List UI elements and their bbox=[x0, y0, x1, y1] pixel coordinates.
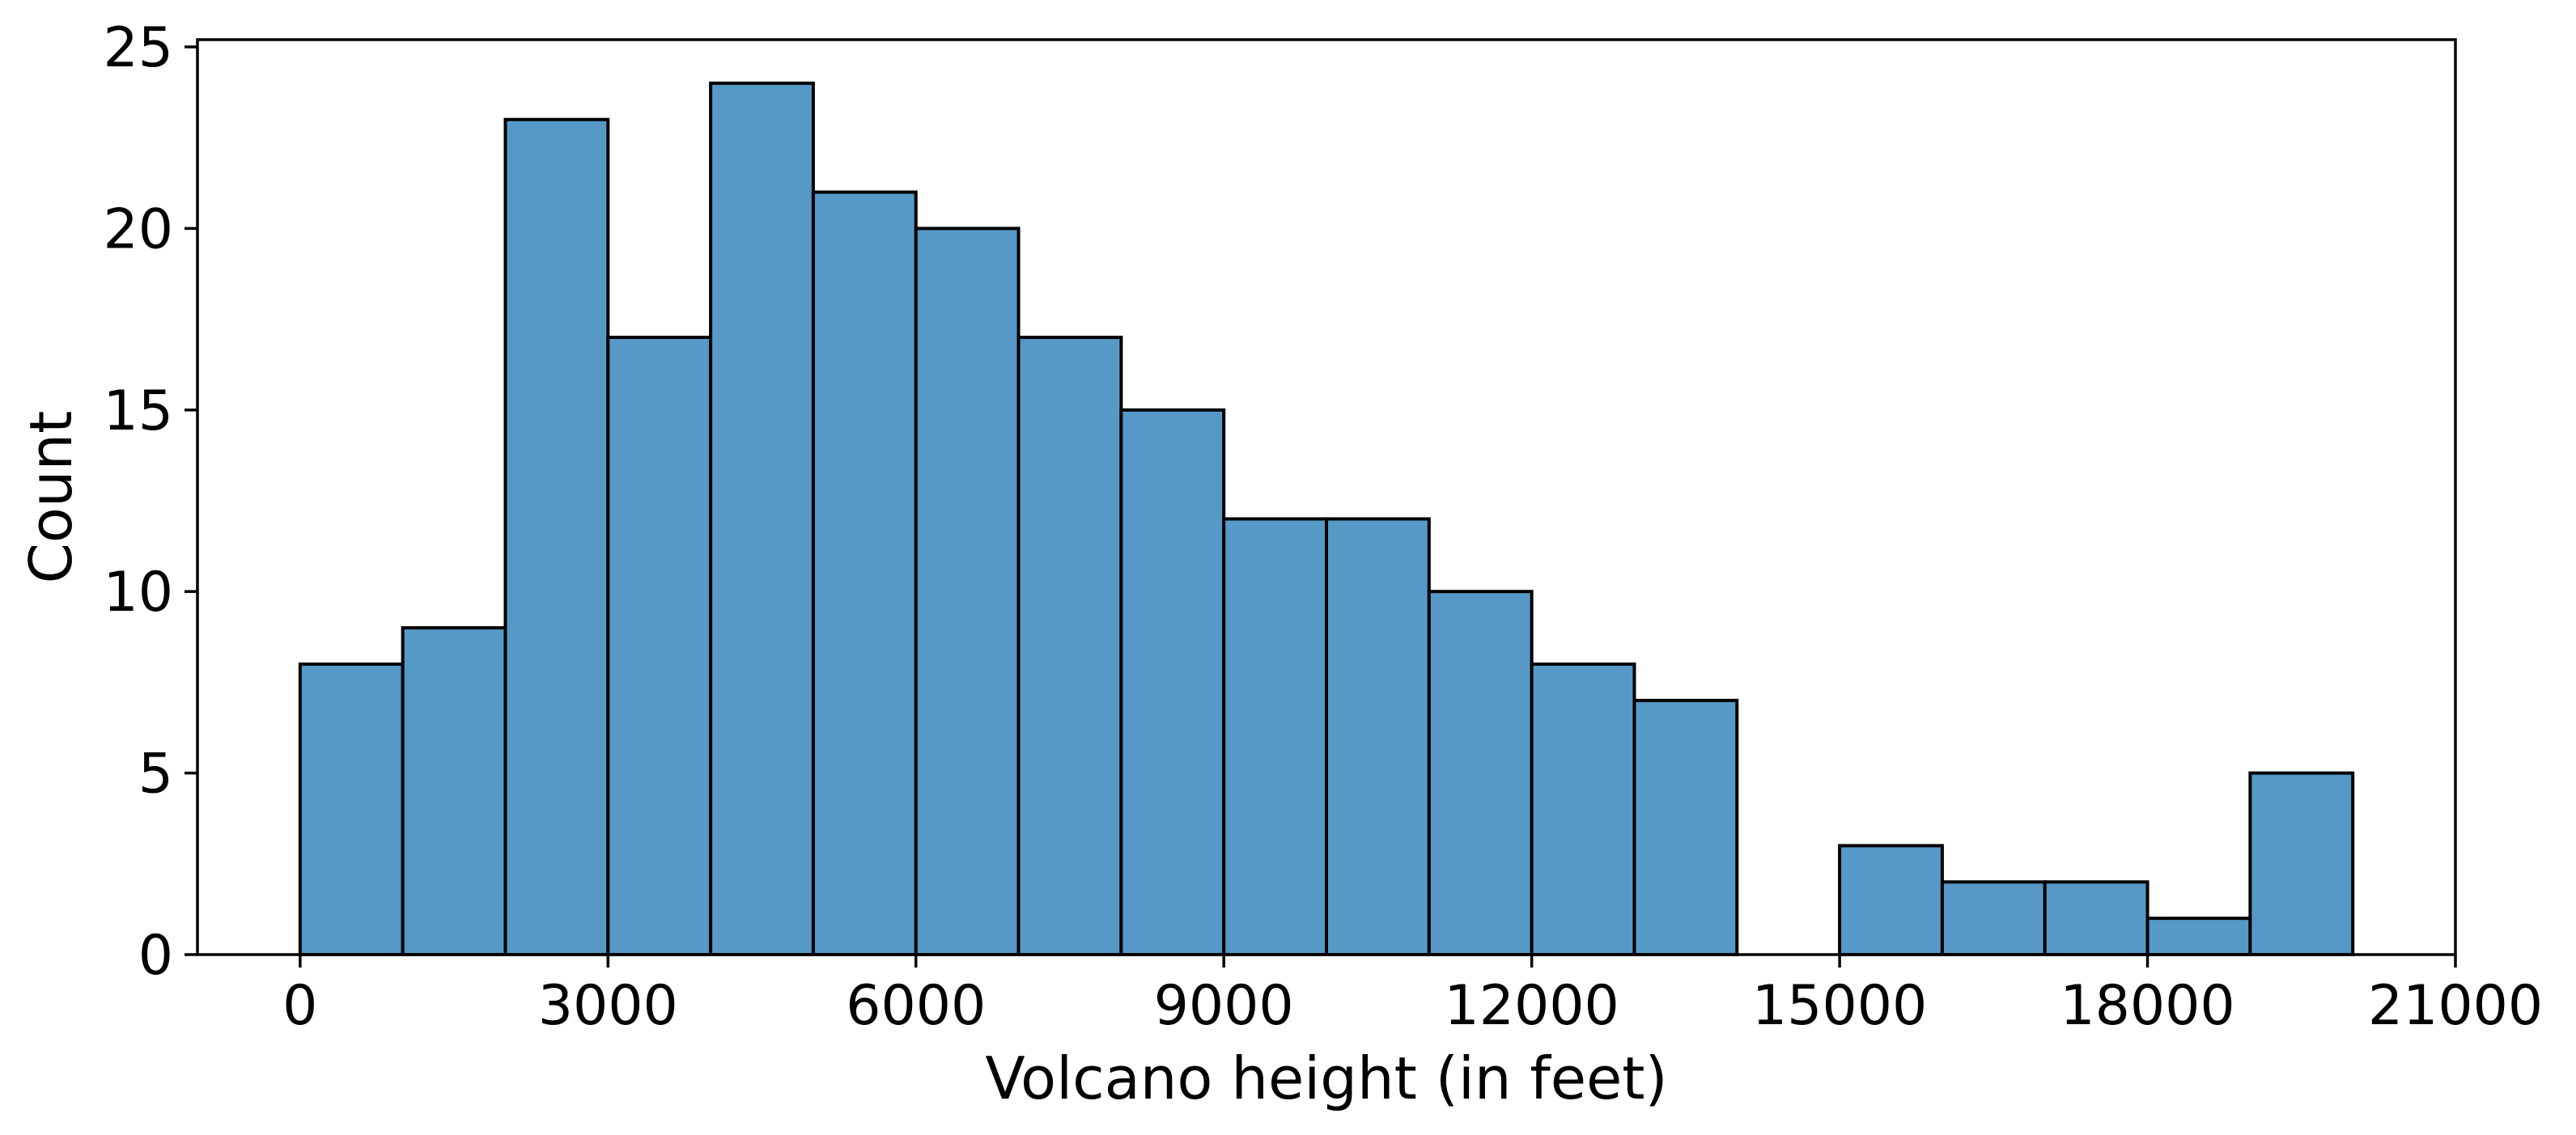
y-tick-label: 5 bbox=[138, 743, 173, 807]
plot-frame bbox=[196, 38, 2457, 956]
x-axis-title: Volcano height (in feet) bbox=[985, 1044, 1667, 1112]
histogram-bar bbox=[298, 662, 405, 956]
histogram-bar bbox=[1222, 517, 1328, 956]
x-tick-label: 21000 bbox=[2368, 974, 2543, 1038]
y-tick-label: 10 bbox=[103, 561, 173, 625]
histogram-bar bbox=[401, 626, 507, 956]
x-tick-label: 3000 bbox=[538, 974, 678, 1038]
histogram-bar bbox=[914, 227, 1021, 956]
x-tick-label: 9000 bbox=[1154, 974, 1294, 1038]
histogram-bar bbox=[2145, 917, 2252, 956]
x-axis: 0 3000 6000 9000 12000 15000 18000 21000 bbox=[282, 955, 2543, 1038]
y-axis: 0 5 10 15 20 25 bbox=[103, 16, 197, 988]
y-tick-label: 0 bbox=[138, 924, 173, 988]
histogram-bar bbox=[1427, 590, 1534, 956]
x-tick-label: 0 bbox=[282, 974, 317, 1038]
histogram-bar bbox=[1016, 336, 1123, 956]
x-tick-label: 18000 bbox=[2060, 974, 2234, 1038]
y-axis-title: Count bbox=[17, 411, 85, 584]
histogram-bar bbox=[1838, 844, 1944, 957]
histogram-bar bbox=[1632, 698, 1739, 956]
y-tick-label: 15 bbox=[103, 379, 173, 443]
histogram-bar bbox=[2248, 771, 2355, 956]
histogram-bar bbox=[2043, 880, 2149, 956]
histogram-bar bbox=[1325, 517, 1431, 956]
x-tick-label: 12000 bbox=[1444, 974, 1619, 1038]
histogram-bar bbox=[606, 336, 713, 956]
histogram-bar bbox=[1940, 880, 2047, 956]
y-tick-label: 25 bbox=[103, 16, 173, 80]
x-tick-label: 6000 bbox=[846, 974, 986, 1038]
histogram-bar bbox=[1119, 408, 1226, 956]
x-tick-label: 15000 bbox=[1752, 974, 1927, 1038]
histogram-bar bbox=[811, 190, 918, 956]
histogram-bar bbox=[1530, 662, 1636, 956]
histogram-bar bbox=[709, 81, 815, 956]
histogram-bar bbox=[503, 117, 610, 957]
y-tick-label: 20 bbox=[103, 197, 173, 261]
bars-group bbox=[298, 81, 2355, 957]
